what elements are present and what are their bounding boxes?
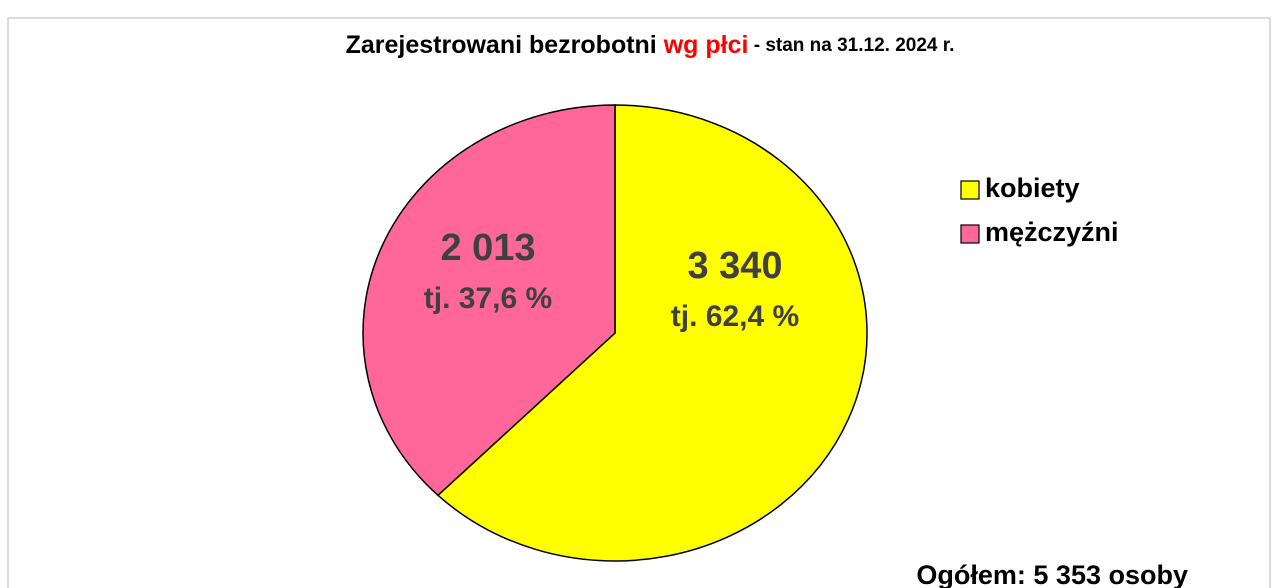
title-part: Zarejestrowani bezrobotni: [346, 31, 664, 59]
value-label: 2 013: [440, 227, 535, 269]
pie-slice: [436, 104, 868, 562]
title-part: wg płci: [663, 31, 749, 59]
pie-slice: [362, 104, 616, 497]
legend-swatch: [960, 224, 980, 244]
annotation: Ogółem: 5 353 osoby: [916, 560, 1188, 588]
legend-label: kobiety: [985, 173, 1080, 203]
value-label: 3 340: [687, 245, 782, 287]
legend-label: mężczyźni: [985, 217, 1119, 247]
percent-label: tj. 37,6 %: [424, 282, 552, 315]
chart-title: Zarejestrowani bezrobotni wg płci - stan…: [346, 31, 955, 59]
legend-swatch: [960, 180, 980, 200]
title-part: - stan na 31.12. 2024 r.: [748, 35, 954, 56]
percent-label: tj. 62,4 %: [671, 300, 799, 333]
